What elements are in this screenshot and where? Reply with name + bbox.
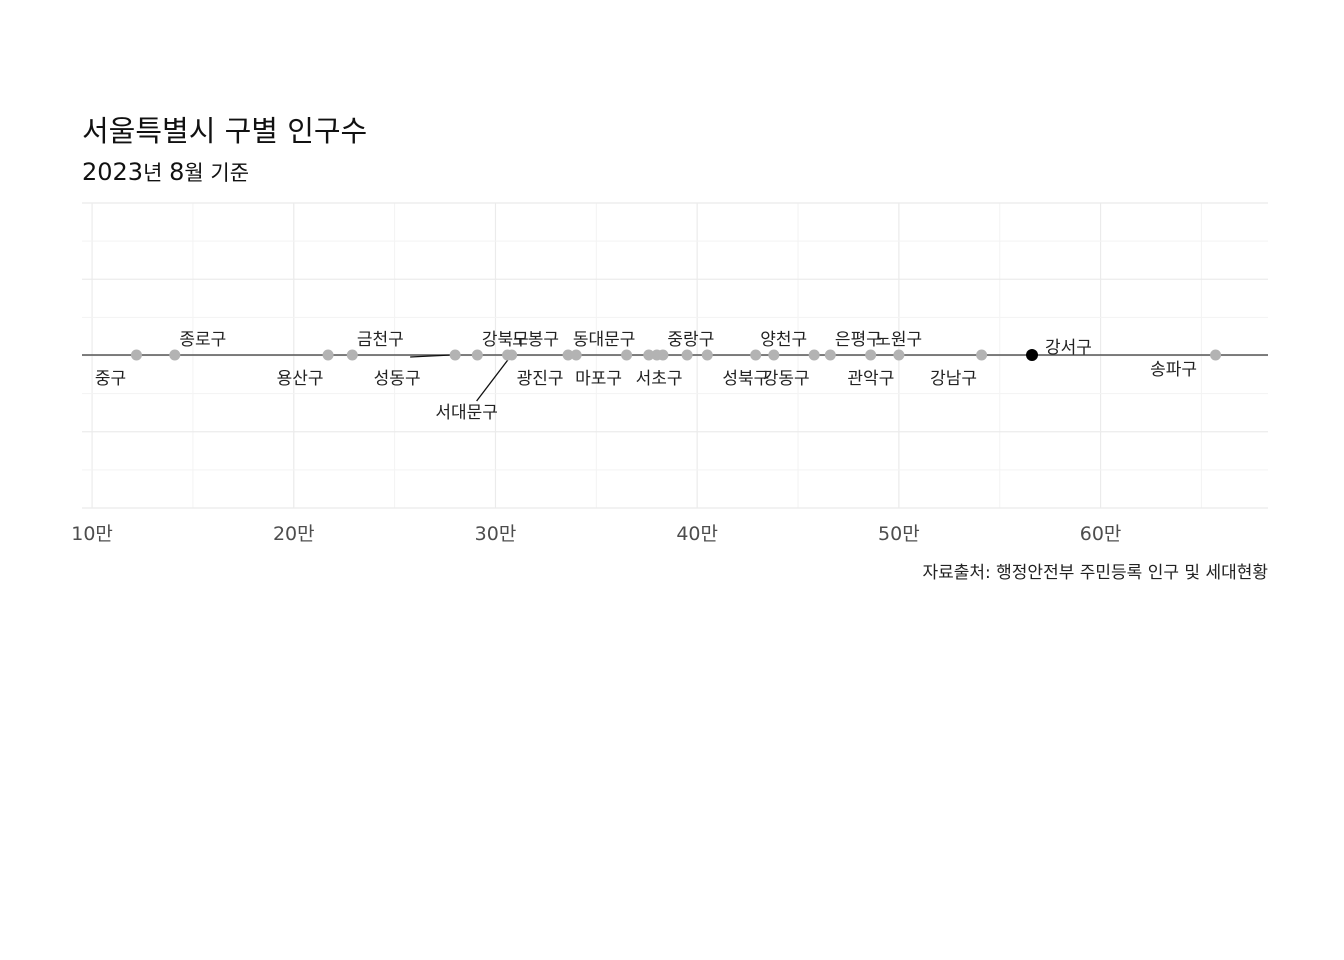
point-label-22: 강남구 bbox=[930, 369, 977, 389]
point-23 bbox=[1026, 349, 1039, 361]
point-21 bbox=[893, 349, 905, 361]
point-label-18: 강동구 bbox=[763, 369, 810, 389]
subtitle-year: 2023 bbox=[82, 158, 144, 186]
point-label-1: 종로구 bbox=[179, 330, 226, 350]
point-label-7: 서대문구 bbox=[435, 403, 498, 423]
x-axis: 10만 20만 30만 40만 50만 60만 bbox=[71, 523, 1121, 545]
point-label-2: 용산구 bbox=[277, 369, 324, 389]
point-label-3: 금천구 bbox=[357, 330, 404, 350]
point-8 bbox=[562, 349, 574, 361]
subtitle-month-unit: 월 기준 bbox=[184, 161, 250, 185]
subtitle-month: 8 bbox=[169, 158, 185, 186]
point-label-9: 동대문구 bbox=[573, 330, 636, 350]
chart-subtitle: 2023년 8월 기준 bbox=[82, 157, 249, 187]
chart-caption: 자료출처: 행정안전부 주민등록 인구 및 세대현황 bbox=[922, 563, 1268, 583]
point-label-21: 관악구 bbox=[847, 369, 894, 389]
leader-7 bbox=[476, 354, 513, 402]
point-label-24: 송파구 bbox=[1150, 360, 1197, 380]
point-3 bbox=[346, 349, 358, 361]
point-label-6: 도봉구 bbox=[512, 330, 559, 350]
x-tick-label-50: 50만 bbox=[878, 523, 920, 545]
x-tick-label-30: 30만 bbox=[475, 523, 517, 545]
point-19 bbox=[824, 349, 836, 361]
point-11 bbox=[643, 349, 655, 361]
point-4 bbox=[449, 349, 461, 361]
point-label-4: 성동구 bbox=[374, 369, 421, 389]
point-22 bbox=[976, 349, 988, 361]
leader-4 bbox=[410, 354, 452, 358]
point-14 bbox=[681, 349, 693, 361]
point-label-5: 강북구 bbox=[482, 330, 529, 350]
point-label-10: 마포구 bbox=[575, 369, 622, 389]
data-points bbox=[130, 349, 1222, 361]
point-label-17: 성북구 bbox=[722, 369, 769, 389]
subtitle-year-unit: 년 bbox=[143, 161, 163, 185]
point-label-23: 강서구 bbox=[1045, 338, 1092, 358]
x-tick-label-60: 60만 bbox=[1080, 523, 1122, 545]
label-leaders bbox=[410, 354, 513, 402]
point-label-8: 광진구 bbox=[517, 369, 564, 389]
point-18 bbox=[808, 349, 820, 361]
point-0 bbox=[130, 349, 142, 361]
point-20 bbox=[865, 349, 877, 361]
point-label-13: 중랑구 bbox=[667, 330, 714, 350]
chart-title: 서울특별시 구별 인구수 bbox=[82, 114, 368, 148]
point-13 bbox=[657, 349, 669, 361]
point-label-19: 은평구 bbox=[835, 330, 882, 350]
point-label-0: 중구 bbox=[95, 369, 126, 389]
point-17 bbox=[768, 349, 780, 361]
point-16 bbox=[750, 349, 762, 361]
point-label-20: 노원구 bbox=[875, 330, 922, 350]
point-1 bbox=[169, 349, 181, 361]
x-tick-label-40: 40만 bbox=[676, 523, 718, 545]
point-24 bbox=[1210, 349, 1222, 361]
point-10 bbox=[621, 349, 633, 361]
point-2 bbox=[322, 349, 334, 361]
point-label-16: 양천구 bbox=[760, 330, 807, 350]
point-9 bbox=[570, 349, 582, 361]
x-tick-label-20: 20만 bbox=[273, 523, 315, 545]
point-15 bbox=[701, 349, 713, 361]
point-5 bbox=[471, 349, 483, 361]
x-tick-label-10: 10만 bbox=[71, 523, 113, 545]
point-label-14: 서초구 bbox=[636, 369, 683, 389]
point-7 bbox=[506, 349, 518, 361]
